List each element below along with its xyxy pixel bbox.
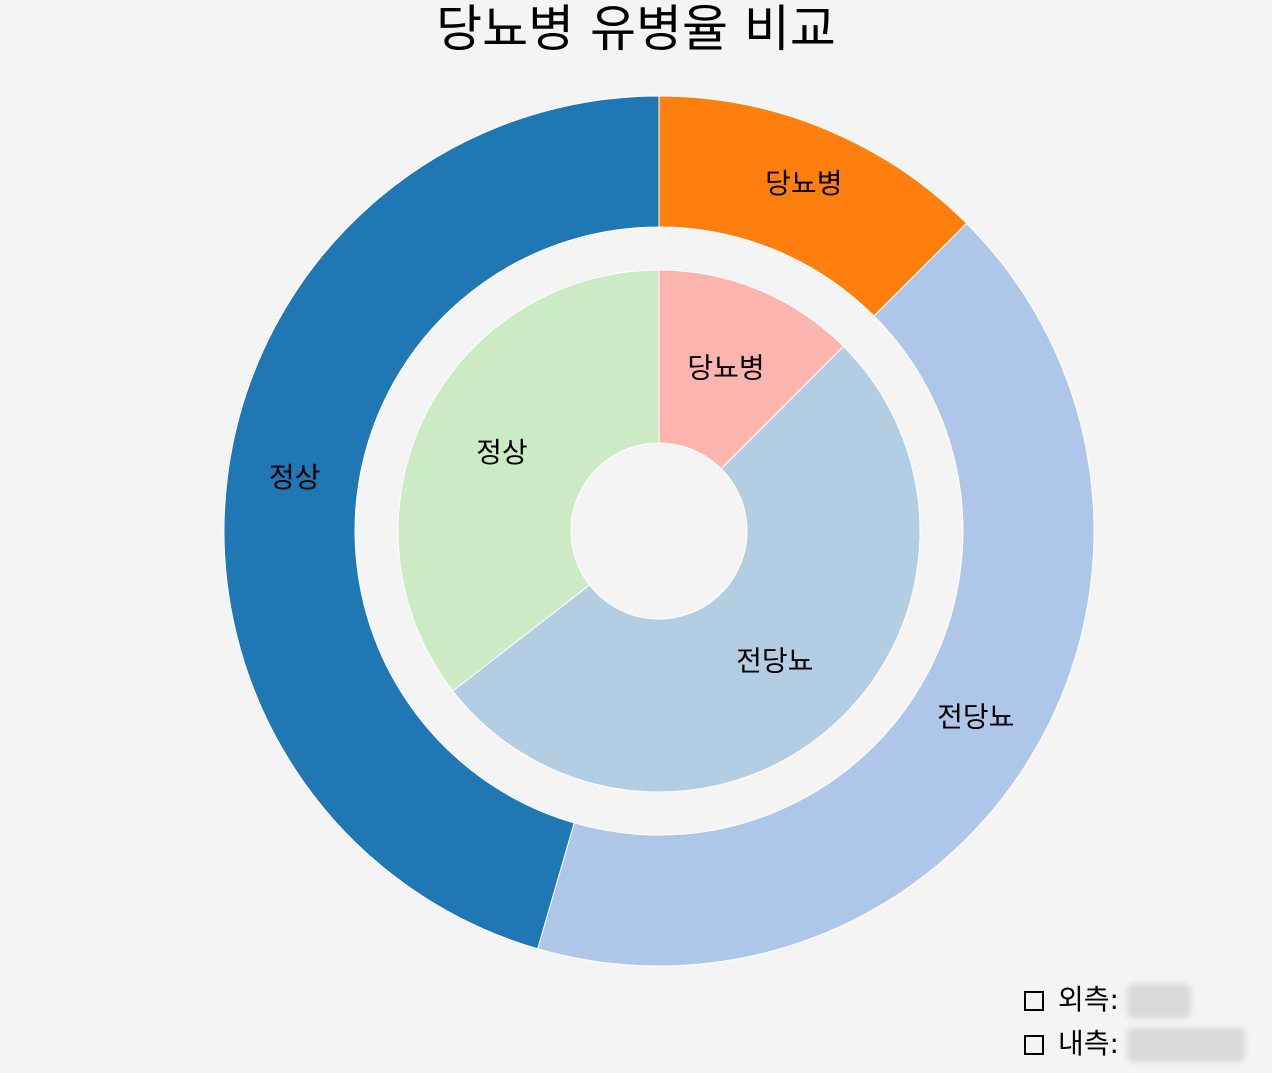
inner-slice-2 [397,269,660,692]
outer-slice-1 [537,222,1095,967]
inner-label-1: 전당뇨 [736,644,813,677]
inner-slice-1 [452,345,921,793]
outer-slice-2 [223,95,660,950]
legend-inner-redacted-value [1126,1028,1245,1062]
inner-ring [397,269,921,793]
legend-inner: 내측: [1024,1027,1245,1062]
outer-label-1: 전당뇨 [937,700,1014,733]
inner-slice-0 [658,269,845,470]
legend-inner-label: 내측: [1058,1027,1119,1060]
legend-outer-redacted-value [1126,984,1191,1018]
outer-label-2: 정상 [269,461,321,494]
outer-ring [223,95,1095,967]
inner-label-0: 당뇨병 [687,351,764,384]
legend-inner-marker [1024,1035,1044,1055]
legend-outer-label: 외측: [1058,983,1119,1016]
inner-label-2: 정상 [476,436,528,469]
legend-outer-marker [1024,991,1044,1011]
legend-outer: 외측: [1024,983,1191,1018]
chart-title: 당뇨병 유병율 비교 [436,0,836,58]
outer-label-0: 당뇨병 [765,167,842,200]
